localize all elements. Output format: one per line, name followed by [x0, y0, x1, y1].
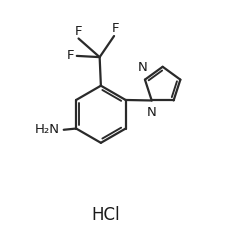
Text: F: F — [66, 49, 74, 62]
Text: H₂N: H₂N — [35, 123, 60, 136]
Text: N: N — [138, 61, 148, 74]
Text: N: N — [147, 106, 157, 119]
Text: F: F — [112, 22, 119, 35]
Text: F: F — [75, 24, 82, 37]
Text: HCl: HCl — [92, 206, 120, 224]
